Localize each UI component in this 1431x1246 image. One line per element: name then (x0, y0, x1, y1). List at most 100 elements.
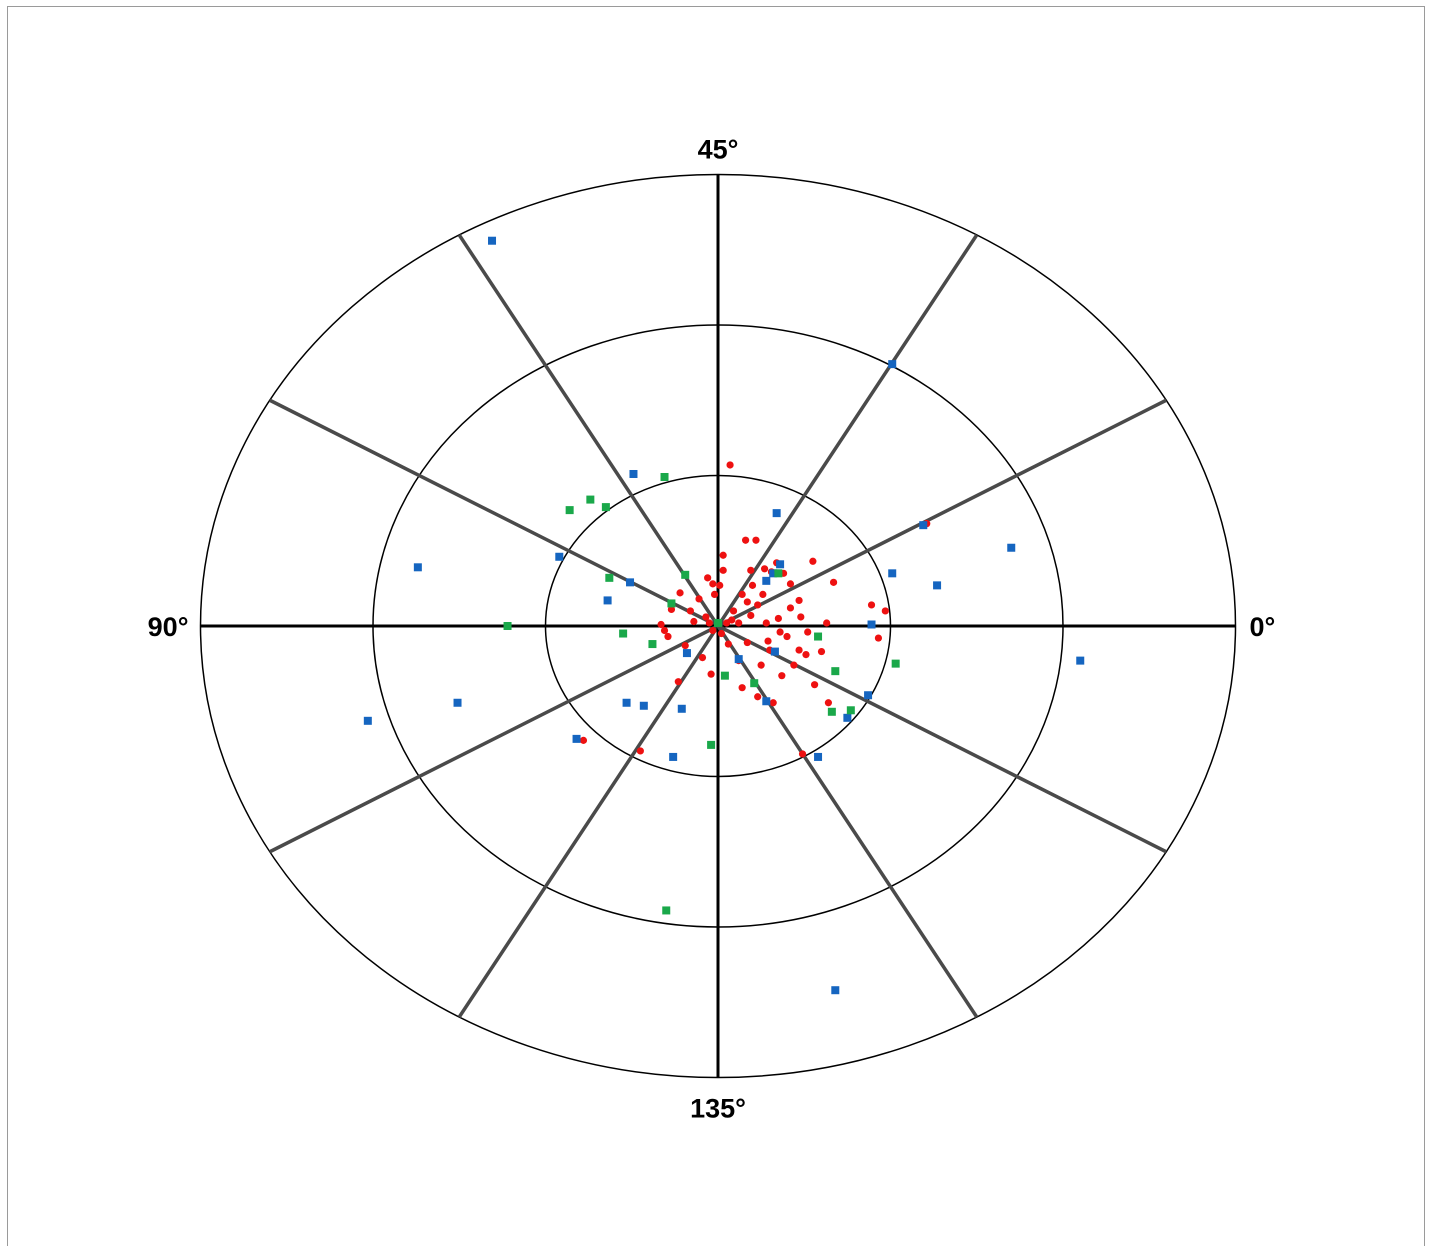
data-point-s0-20 (783, 632, 791, 641)
data-point-s2-18 (503, 622, 512, 630)
data-point-s0-58 (797, 613, 805, 621)
data-point-s0-70 (660, 626, 669, 635)
data-point-s0-51 (748, 581, 757, 589)
data-point-s1-7 (413, 563, 422, 572)
data-point-s2-10 (814, 632, 823, 641)
data-point-s0-15 (735, 619, 743, 627)
data-point-s2-11 (831, 667, 840, 676)
data-point-s1-15 (867, 620, 876, 629)
data-point-s1-28 (453, 698, 462, 707)
data-point-s0-64 (764, 637, 772, 645)
data-point-s0-41 (707, 670, 715, 678)
data-point-s0-13 (881, 607, 889, 615)
data-point-s1-23 (770, 647, 779, 656)
data-point-s0-10 (809, 557, 817, 565)
data-point-s1-14 (933, 581, 942, 590)
data-point-s0-49 (738, 590, 746, 598)
data-point-s0-30 (798, 750, 807, 758)
data-point-s1-4 (919, 521, 928, 530)
data-point-s1-6 (555, 552, 564, 561)
data-point-s0-65 (729, 607, 738, 615)
data-point-s2-17 (707, 740, 716, 749)
data-point-s2-9 (648, 640, 657, 649)
data-point-s2-12 (891, 659, 900, 668)
spoke-line-300 (716, 625, 979, 1018)
spoke-line-240 (457, 625, 720, 1018)
data-point-s0-33 (695, 595, 703, 603)
data-point-s0-31 (709, 580, 717, 588)
data-point-s0-66 (719, 566, 727, 574)
data-point-s2-3 (601, 503, 610, 512)
data-point-s1-25 (864, 691, 873, 700)
data-point-s2-2 (565, 506, 574, 515)
data-point-s0-17 (724, 640, 732, 648)
data-point-s1-26 (669, 752, 678, 761)
data-point-s0-21 (795, 646, 803, 654)
data-point-s0-46 (705, 619, 713, 627)
data-point-s2-6 (774, 569, 783, 578)
data-point-s0-3 (742, 536, 750, 544)
data-point-s1-24 (843, 713, 852, 722)
data-point-s0-67 (710, 590, 719, 598)
data-point-s1-5 (1007, 543, 1016, 552)
data-point-s0-74 (874, 634, 883, 642)
data-point-s0-68 (690, 617, 698, 626)
data-point-s1-17 (682, 649, 691, 658)
data-point-s0-26 (754, 693, 762, 701)
data-point-s0-53 (760, 565, 769, 573)
data-point-s0-6 (759, 590, 767, 598)
data-point-s0-55 (786, 604, 795, 612)
spoke-line-210 (269, 624, 719, 854)
data-points (363, 236, 1085, 995)
data-point-s0-52 (747, 566, 755, 574)
data-point-s0-22 (757, 661, 765, 669)
data-point-s0-44 (579, 736, 588, 744)
data-point-s1-12 (603, 596, 612, 605)
data-point-s1-18 (622, 698, 631, 707)
angle-label-180: 90° (148, 612, 189, 642)
data-point-s0-35 (676, 589, 684, 597)
spoke-line-30 (717, 398, 1167, 628)
data-point-s1-21 (762, 697, 771, 706)
data-point-s2-16 (827, 707, 836, 716)
data-point-s0-11 (823, 619, 831, 627)
data-point-s0-59 (804, 628, 812, 636)
data-point-s2-14 (750, 679, 759, 688)
data-point-s2-1 (586, 495, 595, 504)
data-point-s0-25 (738, 684, 746, 692)
spoke-line-120 (457, 234, 720, 627)
data-point-s0-0 (726, 461, 734, 469)
data-point-s0-71 (786, 580, 795, 588)
data-point-s1-11 (626, 578, 635, 587)
data-point-s0-45 (723, 619, 731, 627)
data-point-s0-42 (674, 678, 682, 686)
data-point-s1-3 (772, 509, 781, 518)
data-point-s0-34 (686, 607, 695, 615)
data-point-s0-39 (681, 641, 689, 650)
data-point-s0-60 (776, 628, 784, 636)
data-point-s2-7 (667, 599, 676, 608)
data-point-s0-2 (716, 581, 724, 589)
data-point-s1-0 (488, 236, 497, 245)
data-point-s0-9 (795, 596, 803, 605)
data-point-s2-0 (660, 473, 669, 482)
data-point-s0-69 (702, 613, 710, 621)
data-point-s0-32 (704, 574, 712, 582)
data-point-s1-16 (1076, 656, 1085, 665)
data-point-s1-29 (363, 716, 372, 725)
data-point-s0-27 (769, 699, 777, 707)
data-point-s0-47 (717, 629, 726, 638)
data-point-s0-72 (829, 578, 838, 586)
data-point-s2-8 (619, 629, 628, 638)
data-point-s1-2 (629, 469, 638, 478)
data-point-s0-4 (754, 601, 762, 609)
data-point-s2-15 (846, 706, 855, 715)
data-point-s0-63 (817, 647, 826, 656)
data-point-s0-36 (667, 605, 676, 614)
data-point-s0-50 (743, 598, 751, 606)
data-point-s0-5 (752, 536, 760, 544)
data-point-s0-48 (709, 626, 717, 635)
angle-labels: 0° 45° 90° 135° (148, 135, 1276, 1124)
angle-label-0: 0° (1250, 612, 1276, 642)
data-point-s0-18 (743, 638, 751, 647)
